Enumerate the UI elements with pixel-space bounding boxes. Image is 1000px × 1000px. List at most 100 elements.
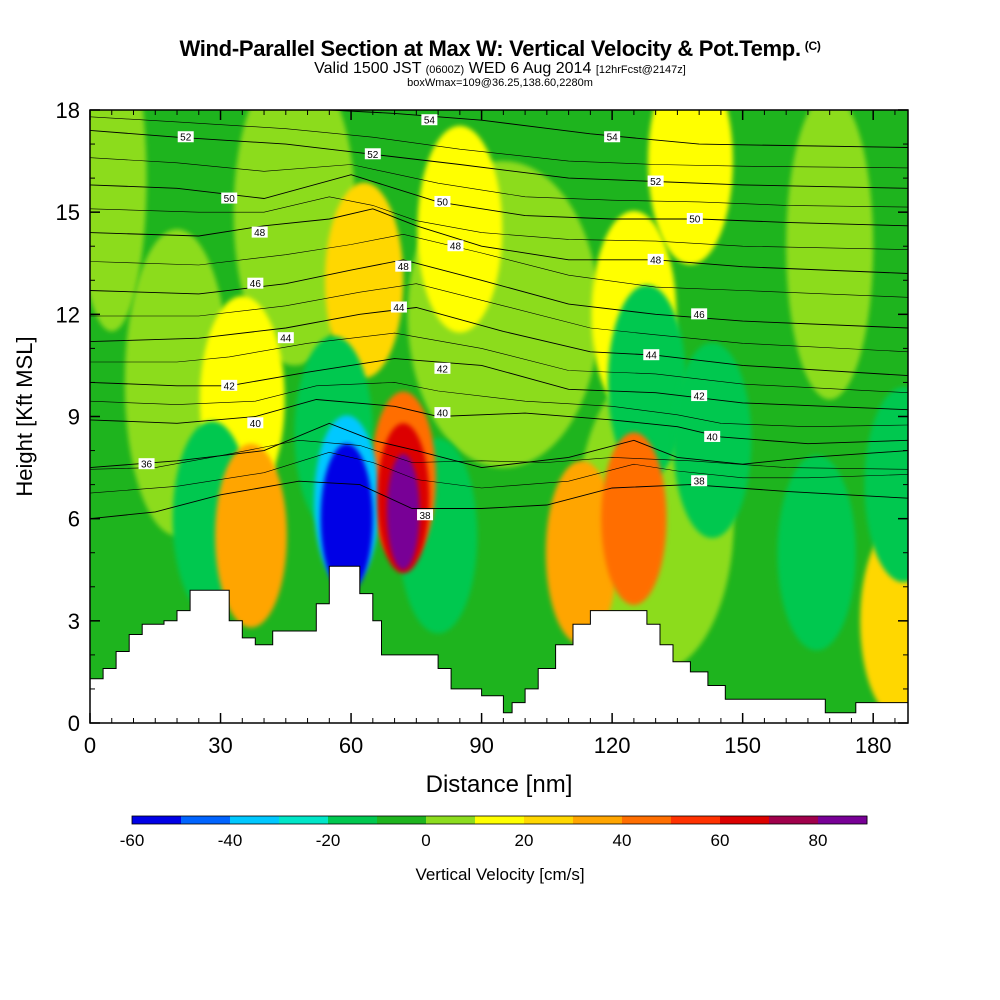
x-tick-label: 90 [469, 733, 493, 758]
isentrope-minor [90, 157, 908, 208]
contour-label: 48 [647, 253, 664, 266]
x-tick-label: 0 [84, 733, 96, 758]
isentrope-minor [90, 196, 908, 250]
downdraft-core [777, 455, 856, 651]
colorbar-swatch [181, 816, 231, 824]
contour-label-bg [221, 192, 238, 204]
contour-label-text: 48 [254, 228, 266, 239]
contour-label-text: 38 [694, 477, 706, 488]
contour-label: 50 [686, 212, 703, 225]
colorbar-swatch [426, 816, 476, 824]
y-tick-label: 12 [56, 302, 80, 327]
contour-label-text: 52 [650, 177, 662, 188]
contour-label-bg [277, 332, 294, 344]
contour-label-text: 46 [250, 279, 262, 290]
contour-label: 42 [434, 362, 451, 375]
contour-label-bg [177, 131, 194, 143]
contour-label-bg [434, 407, 451, 419]
contour-label-bg [686, 212, 703, 224]
downdraft-core [607, 284, 687, 481]
updraft-core [601, 432, 667, 605]
forecast-info: [12hrFcst@2147z] [595, 64, 686, 76]
contour-label-text: 54 [424, 116, 436, 127]
y-tick-label: 9 [68, 405, 80, 430]
contour-label-text: 42 [224, 381, 236, 392]
colorbar-swatch [573, 816, 623, 824]
colorbar-tick-label: 60 [711, 831, 730, 850]
contour-label-text: 42 [694, 392, 706, 403]
terrain [89, 565, 909, 724]
contour-label-text: 36 [141, 460, 153, 471]
valid-time: Valid 1500 JST [314, 60, 422, 77]
chart-subtitle: Valid 1500 JST (0600Z) WED 6 Aug 2014 [1… [0, 60, 1000, 78]
contour-label-bg [604, 131, 621, 143]
contour-label: 48 [251, 226, 268, 239]
contour-label: 46 [247, 277, 264, 290]
colorbar-swatch [328, 816, 378, 824]
y-axis-label: Height [Kft MSL] [12, 336, 37, 496]
colorbar-swatch [818, 816, 868, 824]
contour-label: 48 [447, 240, 464, 253]
contour-label-bg [643, 349, 660, 361]
contour-label: 50 [434, 195, 451, 208]
contour-label: 44 [643, 349, 660, 362]
contour-label: 54 [604, 131, 621, 144]
valid-utc: (0600Z) [425, 64, 465, 76]
contour-label-text: 44 [280, 334, 292, 345]
contour-label-bg [691, 308, 708, 320]
x-tick-label: 60 [339, 733, 363, 758]
updraft-core [545, 460, 618, 645]
contour-label-text: 50 [689, 214, 701, 225]
colorbar-swatch [132, 816, 182, 824]
isentrope-44 [90, 307, 908, 377]
colorbar-frame [131, 815, 868, 825]
contour-label: 36 [138, 458, 155, 471]
colorbar-swatch [769, 816, 819, 824]
colorbar-swatch [720, 816, 770, 824]
contour-label-text: 46 [694, 310, 706, 321]
contour-label-bg [390, 301, 407, 313]
contour-label-bg [434, 195, 451, 207]
contour-label: 54 [421, 114, 438, 127]
updraft-core [417, 125, 503, 333]
downdraft-core [320, 443, 373, 594]
x-tick-label: 30 [208, 733, 232, 758]
contour-label-bg [221, 379, 238, 391]
contour-label-text: 54 [607, 133, 619, 144]
copyright-mark: (C) [804, 39, 821, 53]
contour-label-bg [417, 509, 434, 521]
weak-ascent-band [786, 110, 874, 400]
colorbar-swatch [377, 816, 427, 824]
y-tick-label: 15 [56, 200, 80, 225]
colorbar-tick-label: 20 [515, 831, 534, 850]
colorbar-swatch [230, 816, 280, 824]
contour-label: 42 [691, 390, 708, 403]
weak-ascent-band [233, 110, 356, 366]
isentrope-minor [90, 233, 908, 298]
contour-label: 38 [691, 475, 708, 488]
y-tick-label: 0 [68, 711, 80, 736]
updraft-core [215, 443, 287, 628]
contour-label-bg [395, 260, 412, 272]
isentrope-54 [320, 110, 908, 148]
isentrope-minor [90, 439, 908, 470]
terrain-mask [89, 565, 909, 724]
isentrope-minor [90, 451, 908, 494]
contour-label-text: 48 [398, 262, 410, 273]
contour-label: 46 [691, 308, 708, 321]
contour-label: 52 [647, 175, 664, 188]
updraft-core [386, 453, 420, 570]
box-info: boxWmax=109@36.25,138.60,2280m [407, 77, 593, 89]
contour-label-text: 50 [437, 197, 449, 208]
contour-label-text: 38 [419, 511, 431, 522]
isentrope-minor [90, 116, 908, 169]
contour-label: 42 [221, 379, 238, 392]
contour-labels: 36 38 38 40 40 40 42 42 42 44 44 44 46 46 48 48 48 48 50 50… [138, 114, 721, 522]
y-tick-label: 18 [56, 98, 80, 123]
contour-label-bg [647, 175, 664, 187]
contour-label-bg [251, 226, 268, 238]
x-tick-label: 150 [724, 733, 761, 758]
isentrope-minor [90, 332, 908, 393]
colorbar-label: Vertical Velocity [cm/s] [415, 865, 584, 884]
